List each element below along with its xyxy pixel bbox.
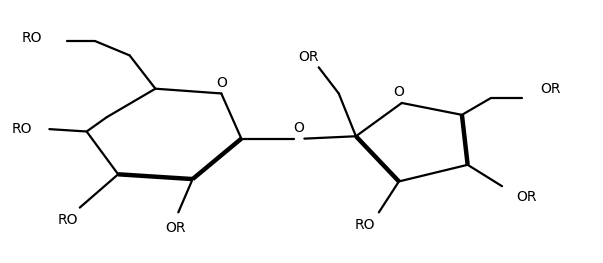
Text: RO: RO [58, 214, 78, 227]
Text: RO: RO [355, 218, 375, 232]
Text: OR: OR [516, 190, 537, 204]
Text: O: O [293, 121, 304, 135]
Text: OR: OR [165, 221, 186, 235]
Text: O: O [216, 76, 227, 90]
Text: RO: RO [22, 31, 42, 45]
Text: OR: OR [298, 50, 319, 64]
Text: OR: OR [540, 82, 561, 96]
Text: O: O [394, 85, 405, 99]
Text: RO: RO [11, 122, 32, 136]
